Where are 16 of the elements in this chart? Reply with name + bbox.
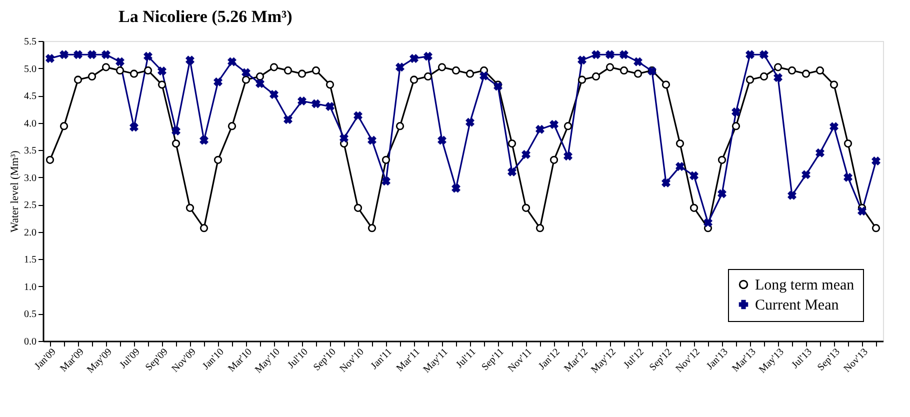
y-tick-label: 1.5: [24, 254, 36, 266]
y-tick-label: 3.0: [24, 172, 36, 184]
y-tick-label: 0.0: [24, 336, 36, 348]
y-tick-label: 1.0: [24, 282, 36, 293]
y-axis-title: Water level (Mm³): [9, 150, 21, 232]
y-tick-label: 2.0: [24, 227, 36, 238]
y-tick-label: 0.5: [24, 309, 36, 320]
y-tick-label: 5.0: [24, 64, 36, 75]
legend-label: Long term mean: [755, 278, 855, 294]
y-tick-label: 3.5: [24, 146, 36, 157]
y-tick-label: 2.5: [24, 200, 36, 212]
y-tick-label: 5.5: [24, 36, 36, 48]
chart-title: La Nicoliere (5.26 Mm³): [118, 7, 292, 26]
y-tick-label: 4.5: [24, 91, 36, 102]
y-tick-label: 4.0: [24, 118, 36, 130]
legend-label: Current Mean: [755, 298, 840, 314]
